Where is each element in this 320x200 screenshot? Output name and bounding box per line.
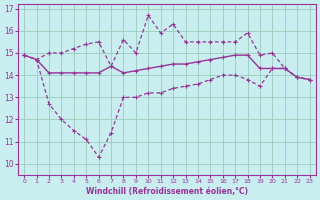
X-axis label: Windchill (Refroidissement éolien,°C): Windchill (Refroidissement éolien,°C): [86, 187, 248, 196]
